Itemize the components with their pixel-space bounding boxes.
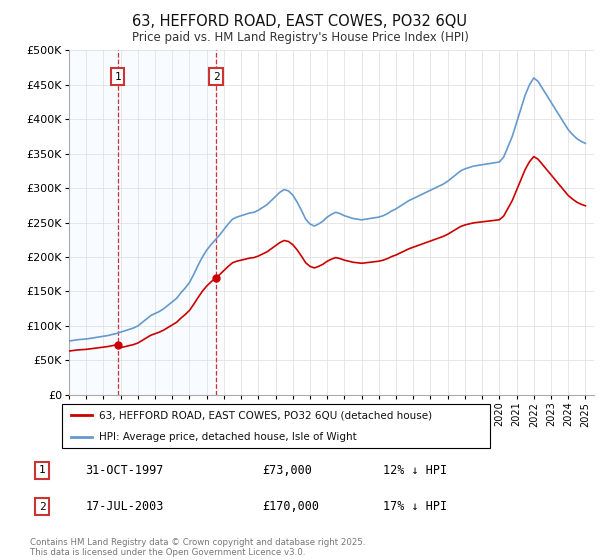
Text: Price paid vs. HM Land Registry's House Price Index (HPI): Price paid vs. HM Land Registry's House … bbox=[131, 31, 469, 44]
Text: 12% ↓ HPI: 12% ↓ HPI bbox=[383, 464, 448, 477]
Text: £73,000: £73,000 bbox=[262, 464, 312, 477]
FancyBboxPatch shape bbox=[62, 404, 490, 449]
Text: 17% ↓ HPI: 17% ↓ HPI bbox=[383, 500, 448, 513]
Text: 2: 2 bbox=[212, 72, 220, 82]
Bar bbox=[69, 50, 118, 395]
Text: 2: 2 bbox=[39, 502, 46, 511]
Text: HPI: Average price, detached house, Isle of Wight: HPI: Average price, detached house, Isle… bbox=[99, 432, 356, 442]
Text: 31-OCT-1997: 31-OCT-1997 bbox=[85, 464, 164, 477]
Text: 17-JUL-2003: 17-JUL-2003 bbox=[85, 500, 164, 513]
Text: £170,000: £170,000 bbox=[262, 500, 319, 513]
Bar bbox=[118, 50, 216, 395]
Text: Contains HM Land Registry data © Crown copyright and database right 2025.
This d: Contains HM Land Registry data © Crown c… bbox=[30, 538, 365, 557]
Text: 63, HEFFORD ROAD, EAST COWES, PO32 6QU (detached house): 63, HEFFORD ROAD, EAST COWES, PO32 6QU (… bbox=[99, 410, 432, 421]
Text: 63, HEFFORD ROAD, EAST COWES, PO32 6QU: 63, HEFFORD ROAD, EAST COWES, PO32 6QU bbox=[133, 14, 467, 29]
Text: 1: 1 bbox=[39, 465, 46, 475]
Text: 1: 1 bbox=[115, 72, 121, 82]
